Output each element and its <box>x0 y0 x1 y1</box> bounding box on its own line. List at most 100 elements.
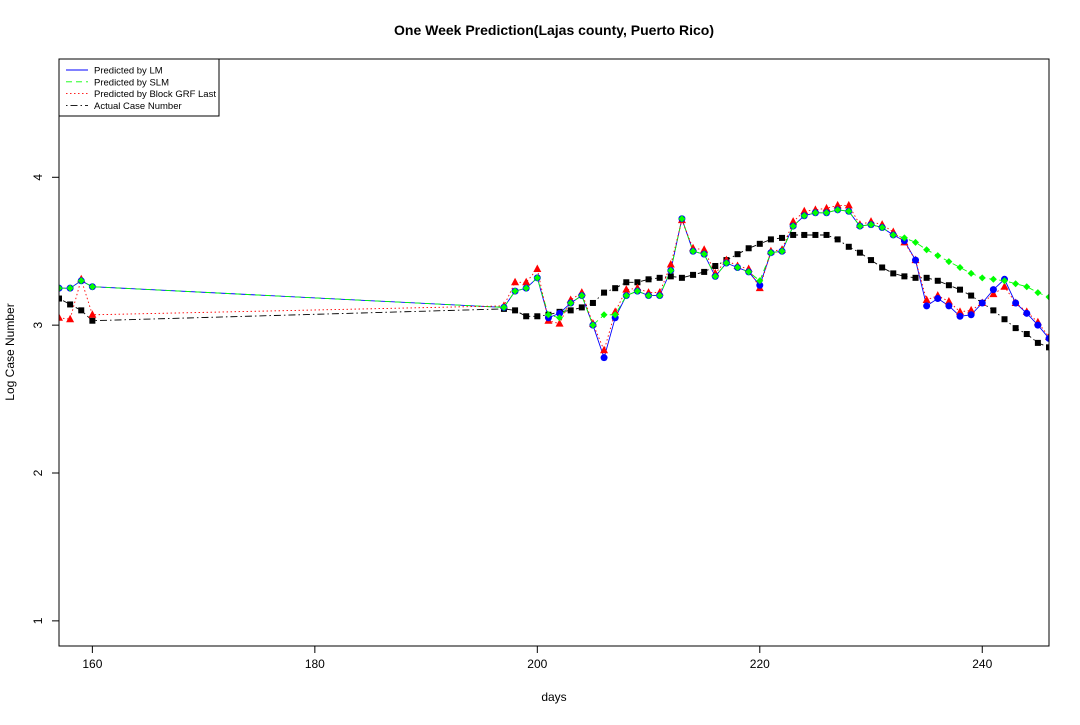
data-point-actual <box>1046 344 1049 351</box>
data-point-actual <box>59 295 62 302</box>
legend-label: Predicted by SLM <box>94 77 169 88</box>
data-point-lm <box>1023 309 1031 317</box>
data-point-slm <box>823 209 831 217</box>
data-point-lm <box>989 286 997 294</box>
x-tick-label: 180 <box>305 657 325 671</box>
data-point-slm <box>1045 293 1049 301</box>
data-point-slm <box>633 287 641 295</box>
x-axis: 160 180 200 220 240 <box>82 645 993 671</box>
data-point-slm <box>989 275 997 283</box>
data-point-actual <box>834 236 841 243</box>
chart-title: One Week Prediction(Lajas county, Puerto… <box>394 22 714 38</box>
data-point-slm <box>867 221 875 229</box>
data-point-slm <box>789 222 797 230</box>
data-point-slm <box>556 314 564 322</box>
data-point-slm <box>722 259 730 267</box>
data-point-slm <box>1012 280 1020 288</box>
series-line <box>59 209 1049 326</box>
legend-label: Predicted by Block GRF Last <box>94 89 216 100</box>
data-point-actual <box>1012 325 1019 332</box>
data-point-lm <box>1012 299 1020 307</box>
data-point-grf <box>833 200 842 209</box>
data-point-lm <box>934 295 942 303</box>
data-point-actual <box>745 245 752 252</box>
data-point-grf <box>511 277 520 286</box>
data-point-slm <box>778 247 786 255</box>
data-point-lm <box>556 309 564 317</box>
data-point-actual <box>623 279 630 286</box>
data-point-grf <box>600 345 609 354</box>
data-point-actual <box>534 313 541 320</box>
data-point-slm <box>834 206 842 214</box>
data-point-actual <box>890 270 897 277</box>
data-point-actual <box>912 274 919 281</box>
data-point-slm <box>856 222 864 230</box>
data-point-actual <box>89 317 96 324</box>
data-point-grf <box>666 260 675 268</box>
data-point-grf <box>944 296 953 305</box>
data-point-slm <box>59 284 63 292</box>
data-point-actual <box>1034 339 1041 346</box>
data-point-grf <box>66 314 75 323</box>
data-point-grf <box>622 285 631 293</box>
data-point-slm <box>544 311 552 319</box>
data-point-actual <box>645 276 652 283</box>
data-point-slm <box>756 277 764 285</box>
data-point-actual <box>767 236 774 243</box>
data-point-actual <box>523 313 530 320</box>
legend-label: Actual Case Number <box>94 101 182 112</box>
data-point-slm <box>800 212 808 220</box>
data-point-actual <box>78 307 85 314</box>
data-point-slm <box>88 283 96 291</box>
data-point-actual <box>634 279 641 286</box>
data-point-grf <box>956 307 965 315</box>
data-point-slm <box>500 303 508 311</box>
data-point-slm <box>1023 283 1031 291</box>
data-point-actual <box>756 240 763 247</box>
data-point-slm <box>600 311 608 319</box>
data-point-grf <box>522 277 531 286</box>
y-axis-label: Log Case Number <box>3 303 17 400</box>
data-point-lm <box>600 354 608 362</box>
data-point-actual <box>601 289 608 296</box>
data-point-lm <box>1045 334 1049 342</box>
data-point-actual <box>923 274 930 281</box>
data-point-slm <box>678 215 686 223</box>
data-point-slm <box>1001 277 1009 285</box>
series-layer <box>59 200 1049 362</box>
data-point-actual <box>712 263 719 270</box>
data-point-slm <box>700 250 708 258</box>
data-point-slm <box>734 263 742 271</box>
series-line <box>59 209 1049 360</box>
data-point-slm <box>811 209 819 217</box>
data-point-slm <box>578 292 586 300</box>
data-point-actual <box>945 282 952 289</box>
data-point-lm <box>945 302 953 310</box>
data-point-slm <box>1034 289 1042 297</box>
data-point-slm <box>66 284 74 292</box>
data-point-slm <box>956 263 964 271</box>
data-point-slm <box>978 274 986 282</box>
data-point-slm <box>900 234 908 242</box>
plot-frame <box>58 58 1050 647</box>
data-point-slm <box>923 246 931 254</box>
data-point-slm <box>889 231 897 239</box>
data-point-actual <box>678 274 685 281</box>
data-point-lm <box>756 281 764 289</box>
data-point-lm <box>967 311 975 319</box>
data-point-grf <box>967 305 976 314</box>
data-point-lm <box>923 302 931 310</box>
data-point-actual <box>578 304 585 311</box>
data-point-slm <box>967 269 975 277</box>
data-point-lm <box>956 312 964 320</box>
data-point-grf <box>1000 282 1009 290</box>
data-point-actual <box>589 299 596 306</box>
y-tick-label: 2 <box>31 469 45 476</box>
data-point-actual <box>1023 331 1030 338</box>
data-point-actual <box>845 243 852 250</box>
y-tick-label: 3 <box>31 321 45 328</box>
data-point-grf <box>611 307 620 315</box>
data-point-actual <box>968 292 975 299</box>
